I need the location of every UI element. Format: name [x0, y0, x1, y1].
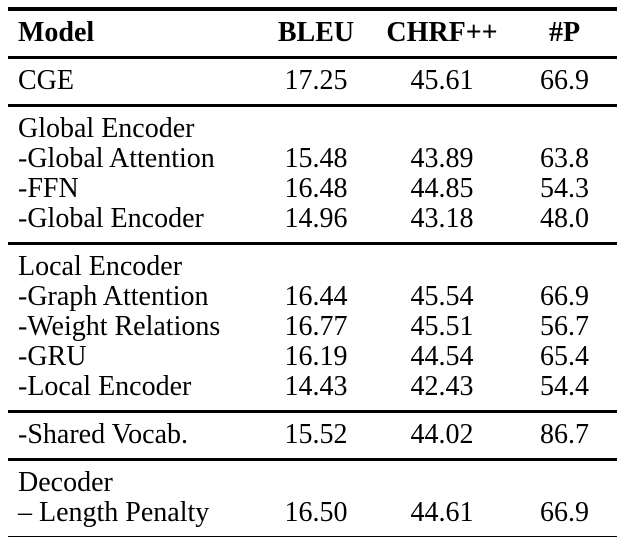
column-header-model: Model — [18, 17, 95, 48]
column-header-params: #P — [548, 17, 581, 48]
params-value: 63.8 — [540, 143, 589, 174]
section-header-row: Decoder — [8, 460, 617, 499]
bleu-value: 15.48 — [284, 143, 348, 174]
chrf-value: 44.61 — [410, 497, 474, 528]
section-header-label: Local Encoder — [18, 251, 183, 282]
chrf-value: 45.51 — [410, 311, 474, 342]
table-header: Model BLEU CHRF++ #P — [8, 9, 617, 58]
model-label: -Graph Attention — [18, 281, 209, 312]
params-value: 56.7 — [540, 311, 589, 342]
table-row: -Shared Vocab. 15.52 44.02 86.7 — [8, 412, 617, 460]
chrf-value: 45.54 — [410, 281, 474, 312]
params-value: 65.4 — [540, 341, 589, 372]
params-value: 86.7 — [540, 419, 589, 450]
model-label: -Local Encoder — [18, 371, 192, 402]
table-row: -GRU 16.19 44.54 65.4 — [8, 342, 617, 372]
section-header-row: Local Encoder — [8, 244, 617, 283]
model-label: -FFN — [18, 173, 79, 204]
table-row: -Weight Relations 16.77 45.51 56.7 — [8, 312, 617, 342]
bleu-value: 14.43 — [284, 371, 348, 402]
bleu-value: 15.52 — [284, 419, 348, 450]
model-label: -Global Encoder — [18, 203, 204, 234]
section-header-label: Global Encoder — [18, 113, 195, 144]
bleu-value: 16.50 — [284, 497, 348, 528]
table-row: -Global Attention 15.48 43.89 63.8 — [8, 144, 617, 174]
table-row: – Length Penalty 16.50 44.61 66.9 — [8, 498, 617, 537]
bleu-value: 17.25 — [284, 65, 348, 96]
params-value: 54.4 — [540, 371, 589, 402]
params-value: 48.0 — [540, 203, 589, 234]
bleu-value: 16.48 — [284, 173, 348, 204]
table-section: Global Encoder -Global Attention 15.48 43.8… — [8, 105, 617, 244]
chrf-value: 42.43 — [410, 371, 474, 402]
chrf-value: 45.61 — [410, 65, 474, 96]
table-section: -Shared Vocab. 15.52 44.02 86.7 — [8, 411, 617, 460]
section-header-label: Decoder — [18, 467, 113, 498]
table-row: CGE 17.25 45.61 66.9 — [8, 58, 617, 106]
table-section: Local Encoder -Graph Attention 16.44 45.54 6… — [8, 243, 617, 412]
model-label: – Length Penalty — [18, 497, 210, 528]
chrf-value: 44.02 — [410, 419, 474, 450]
column-header-chrf: CHRF++ — [386, 17, 498, 48]
model-label: -Weight Relations — [18, 311, 221, 342]
bleu-value: 16.77 — [284, 311, 348, 342]
header-row: Model BLEU CHRF++ #P — [8, 9, 617, 58]
table-row: -Graph Attention 16.44 45.54 66.9 — [8, 282, 617, 312]
table-section: Decoder – Length Penalty 16.50 44.61 66.9 — [8, 459, 617, 537]
chrf-value: 43.89 — [410, 143, 474, 174]
table-row: -Global Encoder 14.96 43.18 48.0 — [8, 204, 617, 244]
model-label: -Shared Vocab. — [18, 419, 189, 450]
chrf-value: 44.54 — [410, 341, 474, 372]
chrf-value: 43.18 — [410, 203, 474, 234]
table-section: CGE 17.25 45.61 66.9 — [8, 57, 617, 106]
results-table: Model BLEU CHRF++ #P CGE 17.25 45.61 66.9 Gl… — [8, 7, 617, 537]
bleu-value: 14.96 — [284, 203, 348, 234]
section-header-row: Global Encoder — [8, 106, 617, 145]
bleu-value: 16.19 — [284, 341, 348, 372]
params-value: 66.9 — [540, 497, 589, 528]
table-row: -FFN 16.48 44.85 54.3 — [8, 174, 617, 204]
model-label: -GRU — [18, 341, 87, 372]
params-value: 66.9 — [540, 281, 589, 312]
column-header-bleu: BLEU — [277, 17, 355, 48]
chrf-value: 44.85 — [410, 173, 474, 204]
params-value: 66.9 — [540, 65, 589, 96]
model-label: CGE — [18, 65, 74, 96]
table-row: -Local Encoder 14.43 42.43 54.4 — [8, 372, 617, 412]
bleu-value: 16.44 — [284, 281, 348, 312]
params-value: 54.3 — [540, 173, 589, 204]
model-label: -Global Attention — [18, 143, 215, 174]
